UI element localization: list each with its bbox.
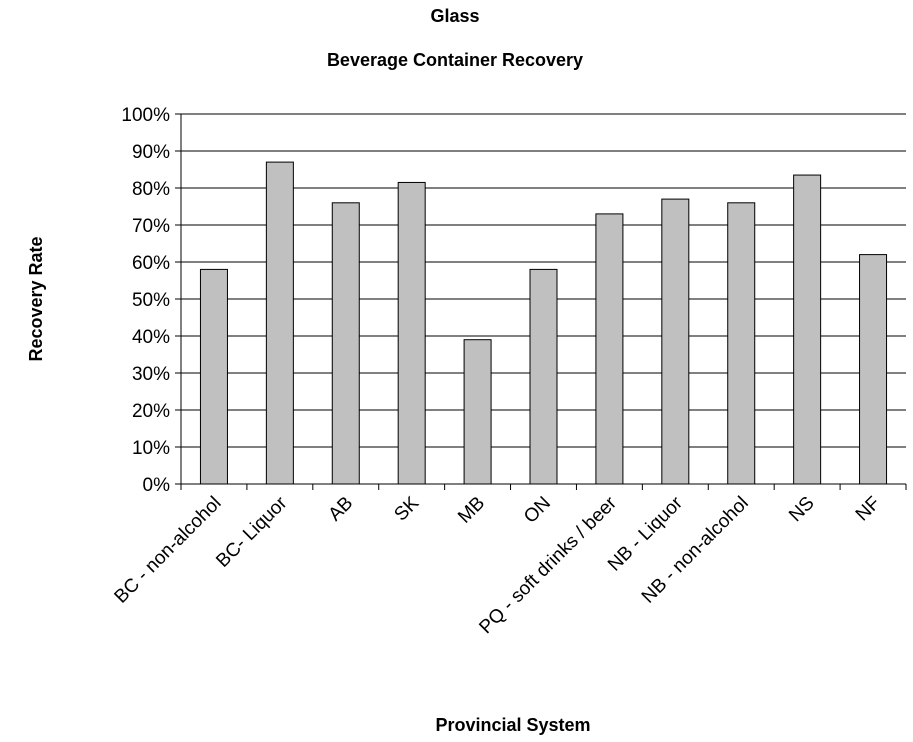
y-tick-label: 10% [132, 438, 170, 459]
y-tick-label: 70% [132, 216, 170, 237]
y-tick-label: 60% [132, 253, 170, 274]
x-tick-label: NS [785, 493, 819, 527]
chart-subtitle: Beverage Container Recovery [327, 50, 583, 70]
x-tick-label: BC - non-alcohol [111, 493, 226, 608]
x-tick-label: ON [520, 493, 555, 528]
y-tick-label: 50% [132, 290, 170, 311]
bar [397, 181, 426, 485]
y-tick-label: 20% [132, 401, 170, 422]
bar [661, 198, 690, 485]
x-tick-label: SK [390, 492, 423, 525]
y-tick-label: 40% [132, 327, 170, 348]
y-tick-label: 80% [132, 179, 170, 200]
x-axis-label: Provincial System [435, 715, 590, 735]
bar [463, 339, 492, 485]
x-tick-label: NF [852, 493, 885, 526]
bar [727, 202, 756, 485]
y-tick-label: 90% [132, 142, 170, 163]
x-tick-label: BC- Liquor [212, 492, 292, 572]
y-axis-label: Recovery Rate [26, 236, 46, 361]
x-tick-label: MB [454, 493, 489, 528]
bar [793, 174, 822, 485]
bar [859, 254, 888, 485]
y-tick-label: 100% [121, 105, 170, 126]
bar [199, 268, 228, 485]
bar [265, 161, 294, 485]
x-tick-label: AB [325, 493, 358, 526]
bar [595, 213, 624, 485]
chart-title: Glass [430, 6, 479, 26]
y-tick-label: 0% [143, 475, 171, 496]
y-tick-label: 30% [132, 364, 170, 385]
bar [331, 202, 360, 485]
bar [529, 268, 558, 485]
